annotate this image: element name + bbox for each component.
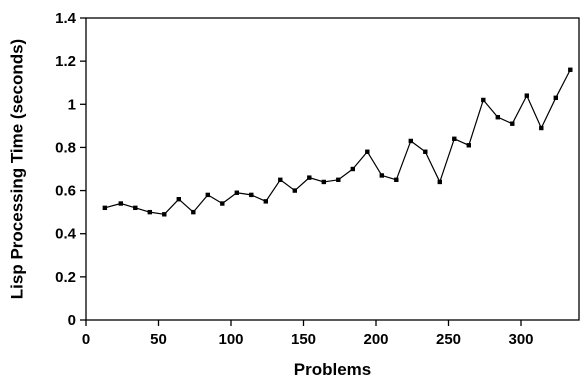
data-point-marker — [553, 95, 558, 101]
data-point-marker — [336, 177, 341, 182]
x-tick-label: 50 — [150, 331, 167, 348]
x-tick-label: 200 — [363, 331, 388, 348]
data-point-marker — [394, 177, 399, 182]
x-tick-label: 250 — [436, 331, 461, 348]
data-point-marker — [133, 205, 138, 211]
data-point-marker — [307, 175, 312, 180]
y-tick-label: 0.8 — [55, 139, 76, 156]
x-tick-label: 100 — [218, 331, 243, 348]
data-point-marker — [292, 188, 297, 193]
data-point-marker — [220, 201, 225, 206]
data-point-marker — [524, 93, 529, 98]
y-axis-ticks: 0 0.2 0.4 0.6 0.8 1 1.2 1.4 — [55, 10, 86, 329]
data-point-marker — [102, 205, 108, 211]
data-point-marker — [539, 125, 544, 131]
data-point-marker — [495, 115, 500, 120]
data-point-marker — [176, 197, 181, 202]
y-axis-title: Lisp Processing Time (seconds) — [7, 39, 26, 299]
y-tick-label: 0 — [68, 312, 76, 329]
y-tick-label: 0.6 — [55, 183, 76, 200]
data-point-marker — [466, 143, 471, 148]
data-point-marker — [452, 136, 457, 141]
x-tick-label: 150 — [291, 331, 316, 348]
y-tick-label: 0.4 — [55, 226, 77, 243]
data-point-marker — [481, 97, 486, 103]
data-point-marker — [408, 138, 413, 144]
y-tick-label: 0.2 — [55, 269, 76, 286]
data-point-marker — [234, 190, 239, 195]
series-layer — [102, 67, 573, 217]
series-line — [104, 69, 571, 215]
data-point-marker — [263, 199, 268, 204]
data-point-marker — [365, 149, 370, 154]
data-point-marker — [205, 192, 210, 198]
data-point-marker — [191, 209, 196, 215]
data-point-marker — [278, 177, 283, 182]
data-point-marker — [249, 192, 254, 198]
data-point-marker — [379, 173, 384, 178]
y-tick-label: 1.2 — [55, 53, 76, 70]
data-point-marker — [350, 166, 355, 172]
plot-frame — [85, 17, 580, 321]
data-point-marker — [147, 209, 152, 215]
y-tick-label: 1 — [68, 96, 76, 113]
data-point-marker — [568, 67, 573, 72]
x-axis-title: Problems — [294, 360, 371, 379]
x-tick-label: 0 — [82, 331, 90, 348]
data-point-marker — [162, 212, 167, 217]
y-tick-label: 1.4 — [55, 10, 77, 27]
data-point-marker — [510, 121, 515, 126]
data-point-marker — [423, 149, 428, 154]
data-point-marker — [437, 179, 442, 185]
data-point-marker — [321, 179, 326, 185]
x-axis-ticks: 0 50 100 150 200 250 300 — [82, 320, 534, 348]
x-tick-label: 300 — [508, 331, 533, 348]
data-point-marker — [118, 201, 123, 206]
